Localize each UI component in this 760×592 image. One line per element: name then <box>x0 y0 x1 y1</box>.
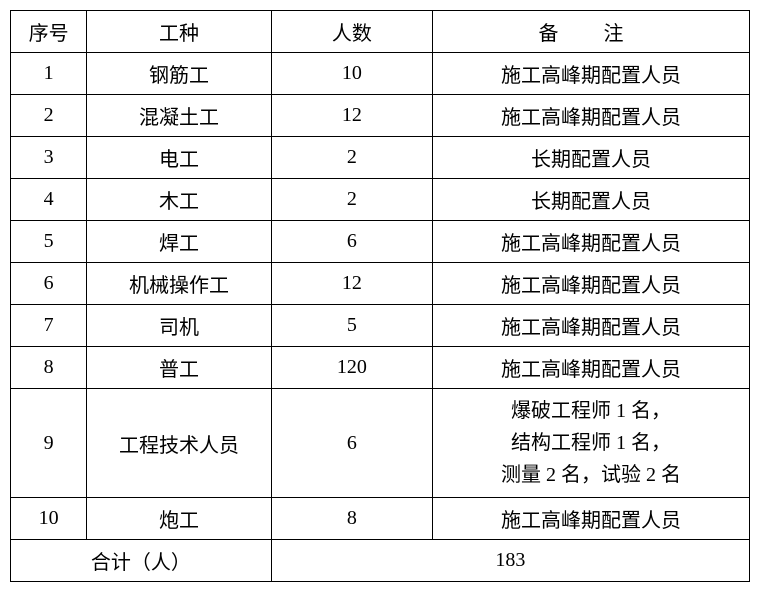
table-total-row: 合计（人） 183 <box>11 540 750 582</box>
cell-count: 8 <box>271 498 432 540</box>
cell-seq: 8 <box>11 347 87 389</box>
cell-type: 电工 <box>87 137 272 179</box>
table-header-row: 序号 工种 人数 备 注 <box>11 11 750 53</box>
table-row: 3 电工 2 长期配置人员 <box>11 137 750 179</box>
cell-type: 机械操作工 <box>87 263 272 305</box>
table-row: 5 焊工 6 施工高峰期配置人员 <box>11 221 750 263</box>
cell-remark: 施工高峰期配置人员 <box>433 263 750 305</box>
personnel-table: 序号 工种 人数 备 注 1 钢筋工 10 施工高峰期配置人员 2 混凝土工 1… <box>10 10 750 582</box>
cell-seq: 2 <box>11 95 87 137</box>
cell-remark: 施工高峰期配置人员 <box>433 95 750 137</box>
cell-type: 木工 <box>87 179 272 221</box>
cell-remark: 长期配置人员 <box>433 179 750 221</box>
table-row: 2 混凝土工 12 施工高峰期配置人员 <box>11 95 750 137</box>
table-row: 9 工程技术人员 6 爆破工程师 1 名， 结构工程师 1 名， 测量 2 名，… <box>11 389 750 498</box>
cell-type: 司机 <box>87 305 272 347</box>
remark-line: 爆破工程师 1 名， <box>511 400 671 422</box>
cell-remark-multiline: 爆破工程师 1 名， 结构工程师 1 名， 测量 2 名，试验 2 名 <box>433 389 750 498</box>
table-body: 1 钢筋工 10 施工高峰期配置人员 2 混凝土工 12 施工高峰期配置人员 3… <box>11 53 750 582</box>
total-label: 合计（人） <box>11 540 272 582</box>
table-row: 4 木工 2 长期配置人员 <box>11 179 750 221</box>
remark-line: 结构工程师 1 名， <box>511 432 671 454</box>
cell-type: 炮工 <box>87 498 272 540</box>
cell-type: 混凝土工 <box>87 95 272 137</box>
cell-count: 12 <box>271 95 432 137</box>
cell-type: 焊工 <box>87 221 272 263</box>
cell-remark: 施工高峰期配置人员 <box>433 221 750 263</box>
cell-count: 5 <box>271 305 432 347</box>
cell-count: 2 <box>271 137 432 179</box>
cell-type: 钢筋工 <box>87 53 272 95</box>
cell-type: 普工 <box>87 347 272 389</box>
cell-count: 12 <box>271 263 432 305</box>
header-seq: 序号 <box>11 11 87 53</box>
cell-seq: 4 <box>11 179 87 221</box>
cell-seq: 10 <box>11 498 87 540</box>
cell-remark: 长期配置人员 <box>433 137 750 179</box>
cell-count: 10 <box>271 53 432 95</box>
remark-line: 测量 2 名，试验 2 名 <box>501 464 681 486</box>
cell-seq: 6 <box>11 263 87 305</box>
cell-remark: 施工高峰期配置人员 <box>433 498 750 540</box>
header-remark: 备 注 <box>433 11 750 53</box>
cell-type: 工程技术人员 <box>87 389 272 498</box>
table-row: 8 普工 120 施工高峰期配置人员 <box>11 347 750 389</box>
table-row: 6 机械操作工 12 施工高峰期配置人员 <box>11 263 750 305</box>
header-type: 工种 <box>87 11 272 53</box>
cell-count: 6 <box>271 221 432 263</box>
cell-seq: 5 <box>11 221 87 263</box>
cell-count: 2 <box>271 179 432 221</box>
header-count: 人数 <box>271 11 432 53</box>
total-value: 183 <box>271 540 749 582</box>
cell-seq: 3 <box>11 137 87 179</box>
table-row: 10 炮工 8 施工高峰期配置人员 <box>11 498 750 540</box>
cell-count: 120 <box>271 347 432 389</box>
cell-remark: 施工高峰期配置人员 <box>433 305 750 347</box>
cell-count: 6 <box>271 389 432 498</box>
table-row: 1 钢筋工 10 施工高峰期配置人员 <box>11 53 750 95</box>
table-row: 7 司机 5 施工高峰期配置人员 <box>11 305 750 347</box>
cell-seq: 9 <box>11 389 87 498</box>
cell-seq: 1 <box>11 53 87 95</box>
cell-seq: 7 <box>11 305 87 347</box>
cell-remark: 施工高峰期配置人员 <box>433 53 750 95</box>
cell-remark: 施工高峰期配置人员 <box>433 347 750 389</box>
